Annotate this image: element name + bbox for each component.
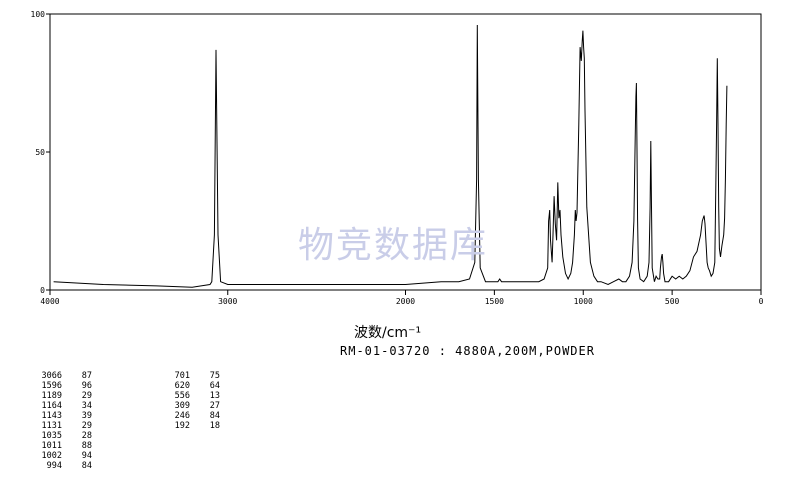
peak-row: 1143 39 bbox=[28, 411, 92, 421]
x-axis-label: 波数/cm⁻¹ bbox=[354, 325, 422, 341]
peak-wavenumber: 246 bbox=[174, 411, 190, 421]
peak-intensity: 18 bbox=[209, 421, 220, 431]
peak-intensity: 87 bbox=[81, 371, 92, 381]
peak-wavenumber: 1164 bbox=[41, 401, 62, 411]
peak-intensity: 29 bbox=[81, 421, 92, 431]
sample-subtitle: RM-01-03720 : 4880A,200M,POWDER bbox=[340, 344, 595, 358]
y-tick-label: 100 bbox=[31, 10, 46, 19]
peak-wavenumber: 3066 bbox=[41, 371, 62, 381]
spectrum-line bbox=[53, 24, 728, 288]
peak-row: 3066 87 bbox=[28, 371, 92, 381]
peak-row: 1011 88 bbox=[28, 441, 92, 451]
y-tick-label: 50 bbox=[35, 148, 45, 157]
peak-wavenumber: 1002 bbox=[41, 451, 62, 461]
peak-row: 246 84 bbox=[156, 411, 220, 421]
peak-wavenumber: 1189 bbox=[41, 391, 62, 401]
peak-row: 556 13 bbox=[156, 391, 220, 401]
peak-wavenumber: 1011 bbox=[41, 441, 62, 451]
x-tick-label: 3000 bbox=[218, 297, 237, 306]
peak-wavenumber: 1131 bbox=[41, 421, 62, 431]
x-tick-label: 4000 bbox=[40, 297, 59, 306]
peak-row: 1189 29 bbox=[28, 391, 92, 401]
peak-wavenumber: 1143 bbox=[41, 411, 62, 421]
peak-row: 620 64 bbox=[156, 381, 220, 391]
peak-table-right: 701 75 620 64 556 13 309 27 246 84 192 18 bbox=[156, 371, 220, 431]
peak-intensity: 96 bbox=[81, 381, 92, 391]
peak-wavenumber: 1596 bbox=[41, 381, 62, 391]
peak-intensity: 39 bbox=[81, 411, 92, 421]
peak-wavenumber: 620 bbox=[174, 381, 190, 391]
peak-intensity: 27 bbox=[209, 401, 220, 411]
x-tick-label: 500 bbox=[665, 297, 680, 306]
x-tick-label: 0 bbox=[759, 297, 764, 306]
peak-intensity: 64 bbox=[209, 381, 220, 391]
peak-wavenumber: 556 bbox=[174, 391, 190, 401]
peak-row: 994 84 bbox=[28, 461, 92, 471]
peak-row: 192 18 bbox=[156, 421, 220, 431]
peak-wavenumber: 994 bbox=[46, 461, 62, 471]
peak-wavenumber: 1035 bbox=[41, 431, 62, 441]
peak-wavenumber: 192 bbox=[174, 421, 190, 431]
peak-row: 1035 28 bbox=[28, 431, 92, 441]
peak-intensity: 34 bbox=[81, 401, 92, 411]
peak-row: 1164 34 bbox=[28, 401, 92, 411]
peak-table-left: 3066 87 1596 96 1189 29 1164 34 1143 39 1131 29 1035… bbox=[28, 371, 92, 471]
x-tick-label: 2000 bbox=[396, 297, 415, 306]
peak-intensity: 13 bbox=[209, 391, 220, 401]
peak-intensity: 94 bbox=[81, 451, 92, 461]
peak-wavenumber: 701 bbox=[174, 371, 190, 381]
x-tick-label: 1500 bbox=[485, 297, 504, 306]
watermark: 物竞数据库 bbox=[298, 225, 489, 266]
axis-ticks: 4000 3000 2000 1500 1000 500 0 0 50 100 bbox=[31, 10, 764, 306]
peak-intensity: 29 bbox=[81, 391, 92, 401]
peak-wavenumber: 309 bbox=[174, 401, 190, 411]
peak-intensity: 88 bbox=[81, 441, 92, 451]
x-tick-label: 1000 bbox=[574, 297, 593, 306]
peak-row: 1596 96 bbox=[28, 381, 92, 391]
spectrum-series bbox=[53, 24, 728, 288]
peak-row: 309 27 bbox=[156, 401, 220, 411]
y-tick-label: 0 bbox=[40, 286, 45, 295]
peak-row: 701 75 bbox=[156, 371, 220, 381]
peak-intensity: 75 bbox=[209, 371, 220, 381]
peak-row: 1131 29 bbox=[28, 421, 92, 431]
peak-intensity: 28 bbox=[81, 431, 92, 441]
peak-row: 1002 94 bbox=[28, 451, 92, 461]
peak-intensity: 84 bbox=[209, 411, 220, 421]
peak-intensity: 84 bbox=[81, 461, 92, 471]
